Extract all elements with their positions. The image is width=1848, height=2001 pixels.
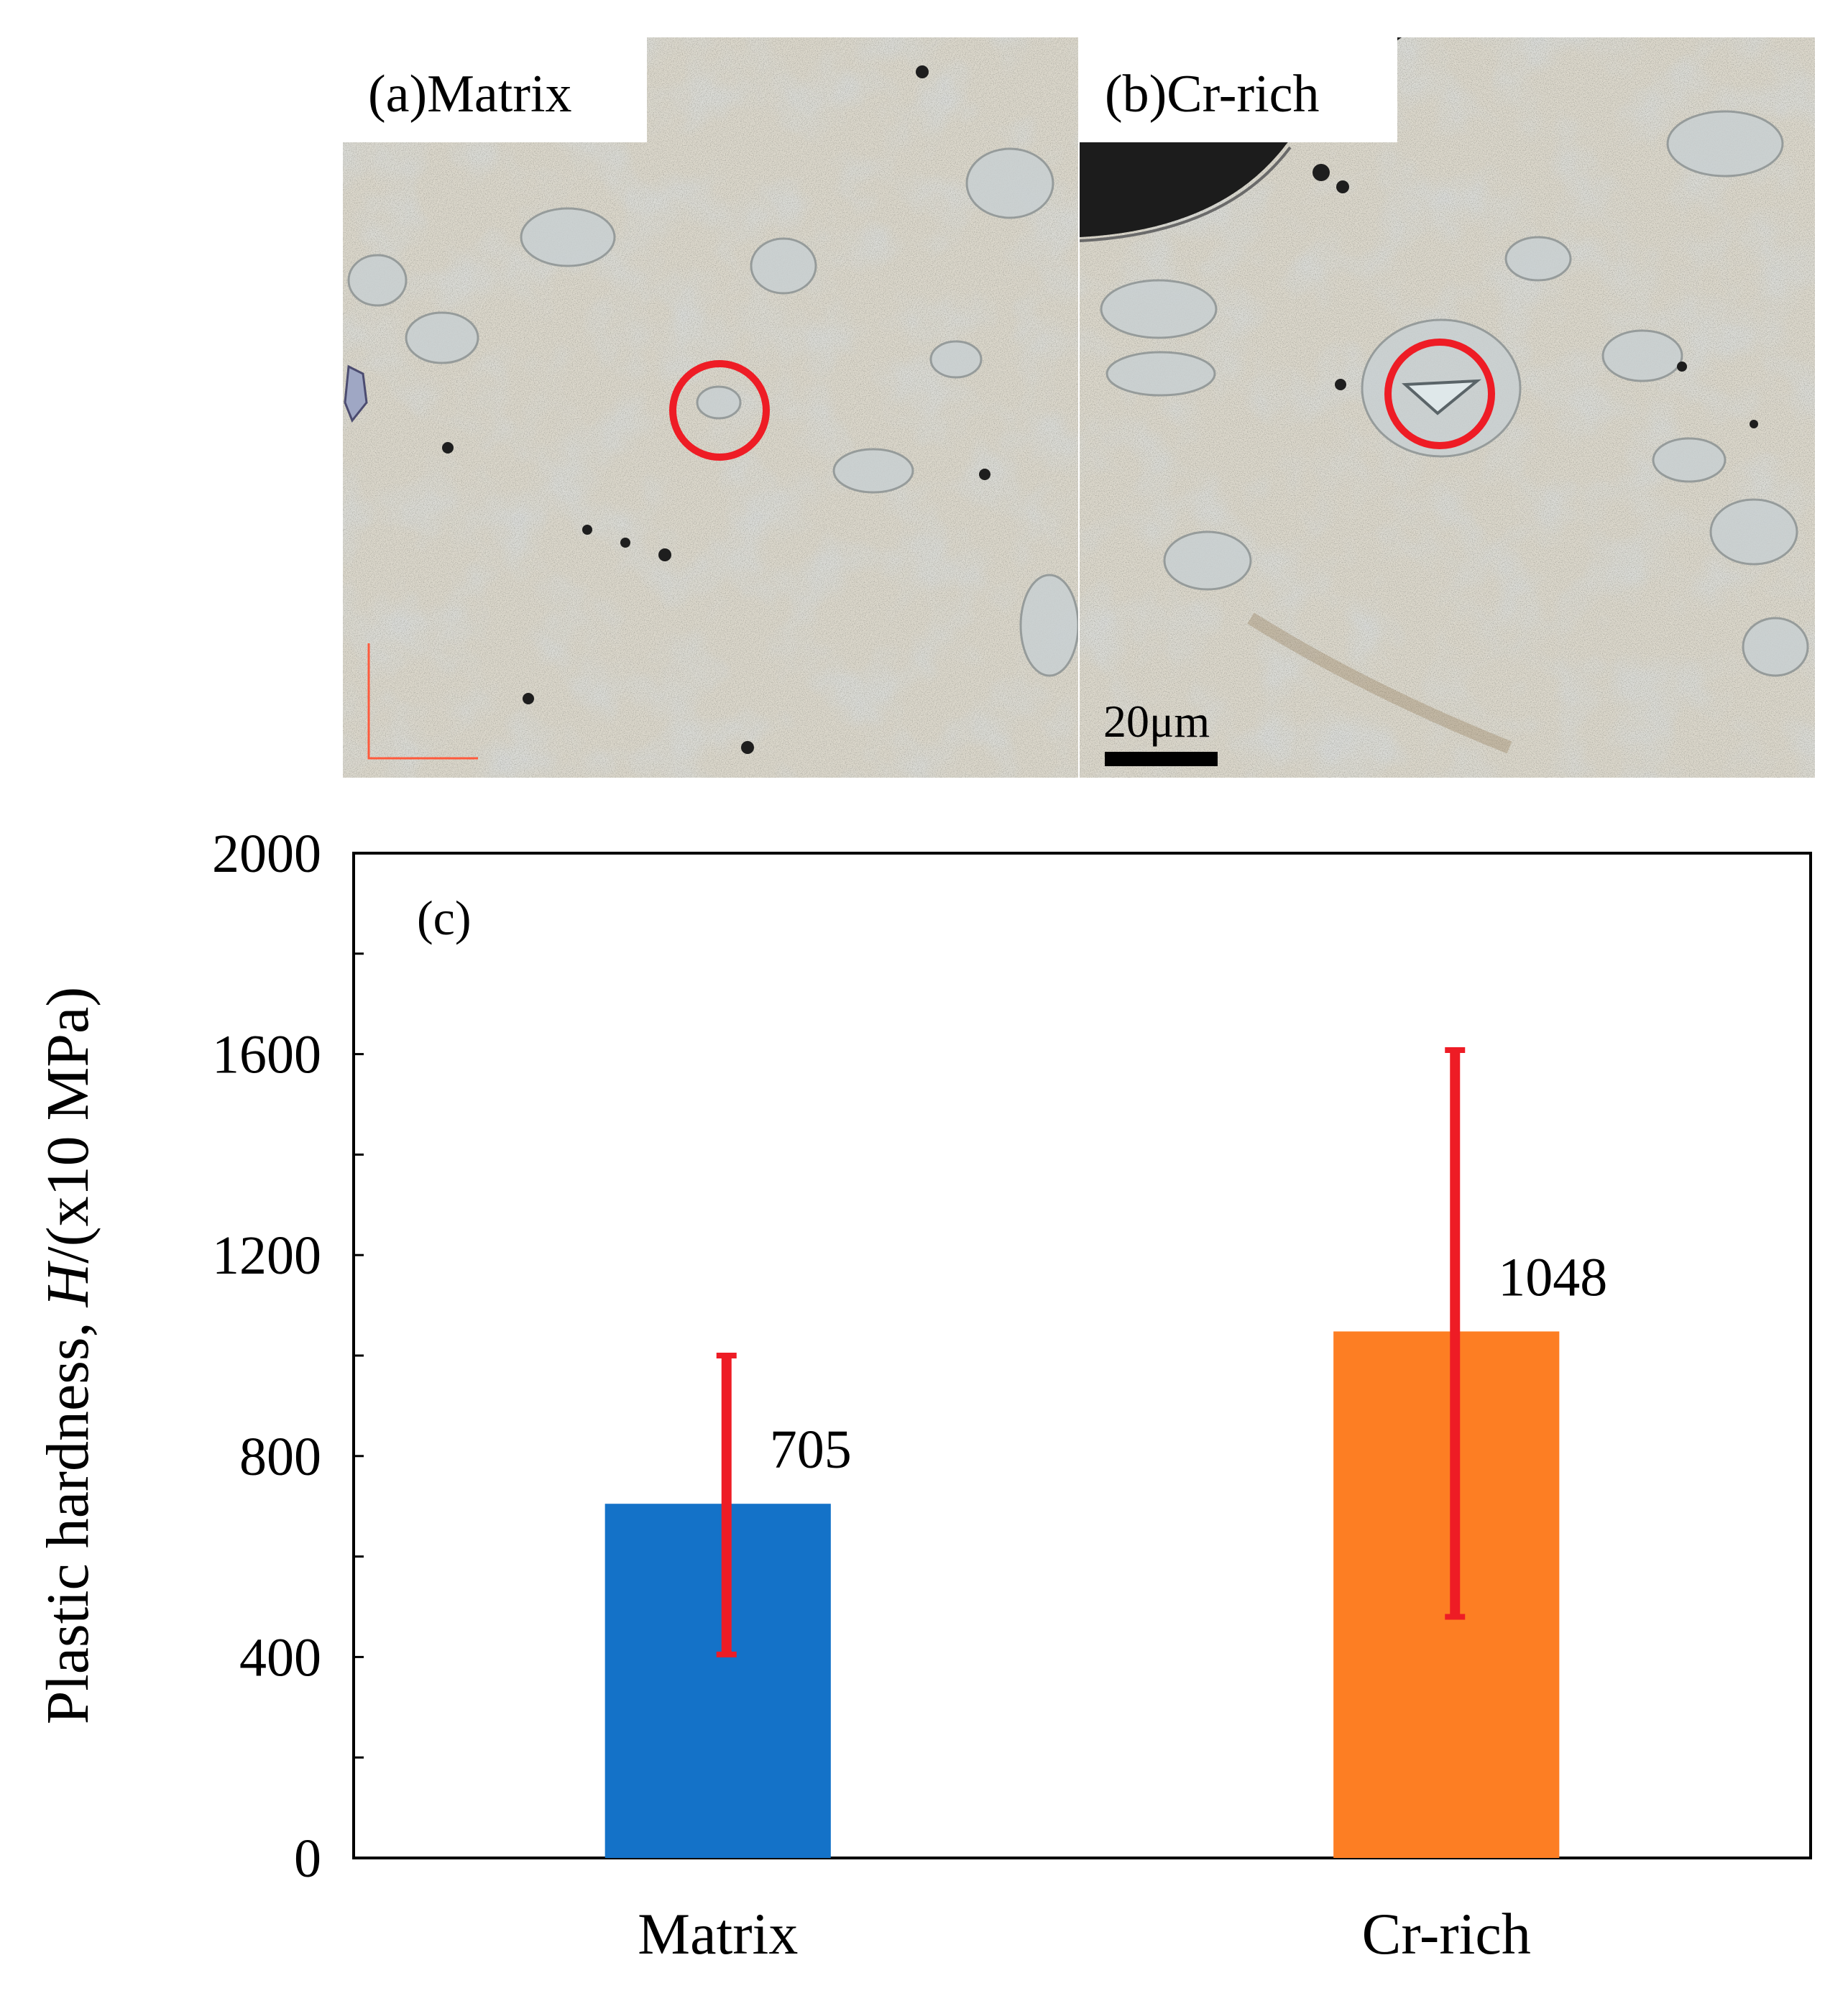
y-tick-label: 2000 — [212, 824, 321, 884]
y-tick-label: 1200 — [212, 1225, 321, 1286]
scale-bar-label: 20μm — [1103, 696, 1210, 747]
plot-frame — [352, 852, 1812, 1859]
micrograph-matrix — [343, 37, 1078, 778]
bar-cr-rich — [1333, 1331, 1560, 1858]
bar-chart: (c) 0 400 800 1200 1600 2000 705 1048 Matrix Cr… — [35, 824, 1812, 1966]
data-label: 705 — [770, 1420, 852, 1480]
panel-b-label: (b)Cr-rich — [1105, 65, 1320, 124]
y-tick-label: 400 — [239, 1627, 321, 1688]
y-tick-label: 800 — [239, 1427, 321, 1487]
y-axis: 0 400 800 1200 1600 2000 — [212, 824, 364, 1889]
indent-circle-cr-rich — [1384, 339, 1495, 449]
panel-a-label: (a)Matrix — [368, 65, 572, 124]
x-tick-label: Cr-rich — [1362, 1901, 1531, 1966]
panel-a-label-box — [343, 37, 647, 142]
y-axis-label: Plastic hardness, H/(x10 MPa) — [35, 987, 101, 1725]
x-axis: Matrix Cr-rich — [638, 1901, 1531, 1966]
x-tick-label: Matrix — [638, 1901, 798, 1966]
data-label: 1048 — [1498, 1247, 1607, 1307]
panel-c-label: (c) — [417, 891, 471, 945]
y-tick-label: 0 — [294, 1828, 321, 1889]
bars: 705 1048 — [604, 1047, 1607, 1858]
micrograph-cr-rich — [1080, 37, 1815, 778]
scale-bar — [1105, 752, 1218, 766]
micro-scale-marks — [367, 643, 478, 760]
y-tick-label: 1600 — [212, 1025, 321, 1085]
bar-matrix — [604, 1504, 831, 1858]
panel-b-label-box — [1080, 37, 1397, 142]
indent-circle-matrix — [669, 360, 770, 461]
